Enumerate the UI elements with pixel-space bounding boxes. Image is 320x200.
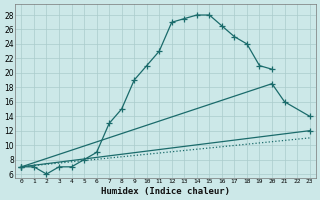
X-axis label: Humidex (Indice chaleur): Humidex (Indice chaleur): [101, 187, 230, 196]
